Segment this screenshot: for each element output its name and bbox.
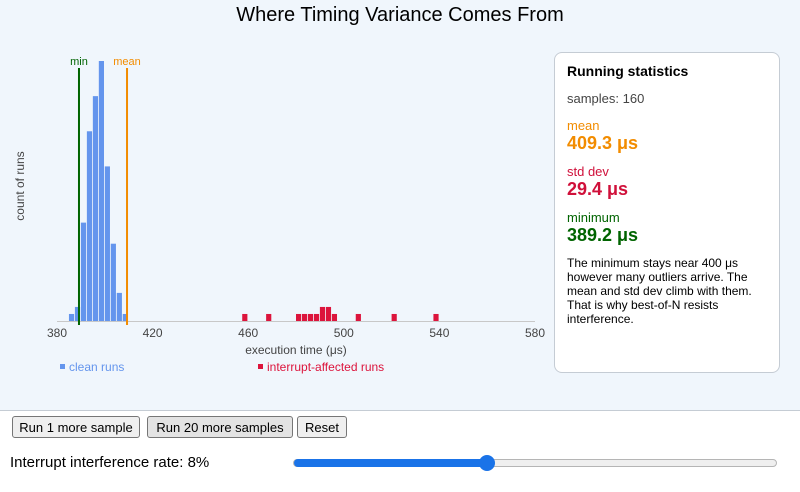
clean-run-bar — [110, 243, 116, 321]
interrupt-run-bar — [242, 313, 248, 321]
clean-run-bar — [122, 313, 128, 321]
reset-button[interactable]: Reset — [297, 416, 347, 438]
samples-count: samples: 160 — [567, 91, 645, 106]
stats-heading: Running statistics — [567, 63, 689, 79]
legend-label: interrupt-affected runs — [267, 360, 384, 374]
interrupt-run-bar — [355, 313, 361, 321]
interrupt-run-bar — [301, 313, 308, 321]
histogram-chart: 380 420 460 500 540 580 execution time (μs) cou… — [13, 56, 545, 374]
x-axis-label: execution time (μs) — [245, 343, 347, 357]
slider-fill — [294, 459, 487, 467]
min-marker-label: min — [70, 56, 88, 68]
clean-run-bar — [98, 61, 104, 321]
x-tick-label: 500 — [334, 326, 354, 340]
y-axis-label: count of runs — [13, 151, 27, 220]
visualization-panel: Where Timing Variance Comes From 380 420 4… — [0, 0, 800, 410]
mean-value: 409.3 μs — [567, 133, 639, 153]
x-tick-label: 380 — [47, 326, 67, 340]
std-dev-label: std dev — [567, 164, 609, 179]
clean-run-bar — [74, 306, 81, 321]
slider-thumb[interactable] — [478, 455, 495, 471]
mean-label: mean — [567, 118, 600, 133]
interrupt-run-bar — [307, 313, 314, 321]
clean-run-bar — [104, 166, 110, 321]
mean-marker-label: mean — [113, 56, 141, 68]
x-tick-label: 460 — [238, 326, 258, 340]
interference-rate-label: Interrupt interference rate: 8% — [10, 454, 210, 471]
clean-run-bar — [116, 292, 122, 321]
running-statistics-panel: Running statistics samples: 160 mean 409… — [554, 52, 780, 373]
interrupt-run-bar — [319, 306, 326, 321]
clean-run-bar — [92, 96, 99, 321]
interference-rate-slider[interactable] — [293, 455, 777, 471]
explanation-note: The minimum stays near 400 μs however ma… — [567, 256, 752, 326]
x-tick-label: 420 — [143, 326, 163, 340]
clean-run-bar — [80, 222, 87, 321]
legend-swatch — [60, 364, 65, 369]
clean-run-bar — [68, 313, 75, 321]
x-tick-label: 580 — [525, 326, 545, 340]
legend-swatch — [258, 364, 263, 369]
clean-run-bar — [86, 131, 93, 321]
run-twenty-samples-button[interactable]: Run 20 more samples — [147, 416, 293, 438]
interrupt-run-bar — [433, 313, 439, 321]
controls-panel: Run 1 more sample Run 20 more samples Re… — [0, 410, 800, 492]
interrupt-run-bar — [313, 313, 320, 321]
minimum-label: minimum — [567, 210, 620, 225]
x-tick-label: 540 — [429, 326, 449, 340]
run-one-sample-button[interactable]: Run 1 more sample — [12, 416, 140, 438]
minimum-value: 389.2 μs — [567, 225, 639, 245]
interrupt-run-bar — [331, 313, 338, 321]
interrupt-run-bar — [296, 313, 302, 321]
std-dev-value: 29.4 μs — [567, 179, 629, 199]
page-title: Where Timing Variance Comes From — [236, 4, 564, 26]
legend-label: clean runs — [69, 360, 124, 374]
interrupt-run-bar — [391, 313, 397, 321]
interrupt-run-bar — [325, 306, 332, 321]
interrupt-run-bar — [266, 313, 272, 321]
